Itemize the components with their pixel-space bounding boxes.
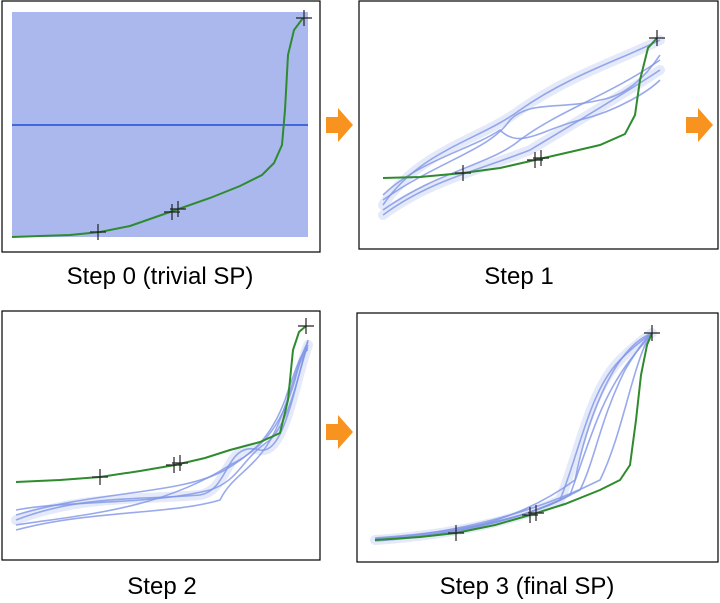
panel-frame (356, 312, 719, 563)
markers (90, 10, 312, 240)
markers (448, 325, 660, 541)
sample-curves (378, 35, 665, 220)
caption: Step 2 (127, 573, 196, 600)
target-curve (382, 37, 658, 179)
panel-step-0 (1, 0, 321, 253)
caption: Step 0 (trivial SP) (67, 263, 254, 290)
target-curve (11, 17, 304, 238)
caption: Step 3 (final SP) (440, 573, 615, 600)
caption: Step 1 (484, 263, 553, 290)
panel-step-3 (356, 312, 719, 563)
arrow (326, 415, 353, 449)
panel-frame (358, 0, 719, 250)
markers (92, 318, 314, 485)
panel-step-1 (358, 0, 719, 250)
sample-curves (370, 328, 657, 545)
panel-step-2 (1, 310, 321, 561)
markers (455, 30, 665, 181)
arrow (686, 108, 713, 142)
arrow (326, 108, 353, 142)
sample-curves (11, 339, 313, 531)
